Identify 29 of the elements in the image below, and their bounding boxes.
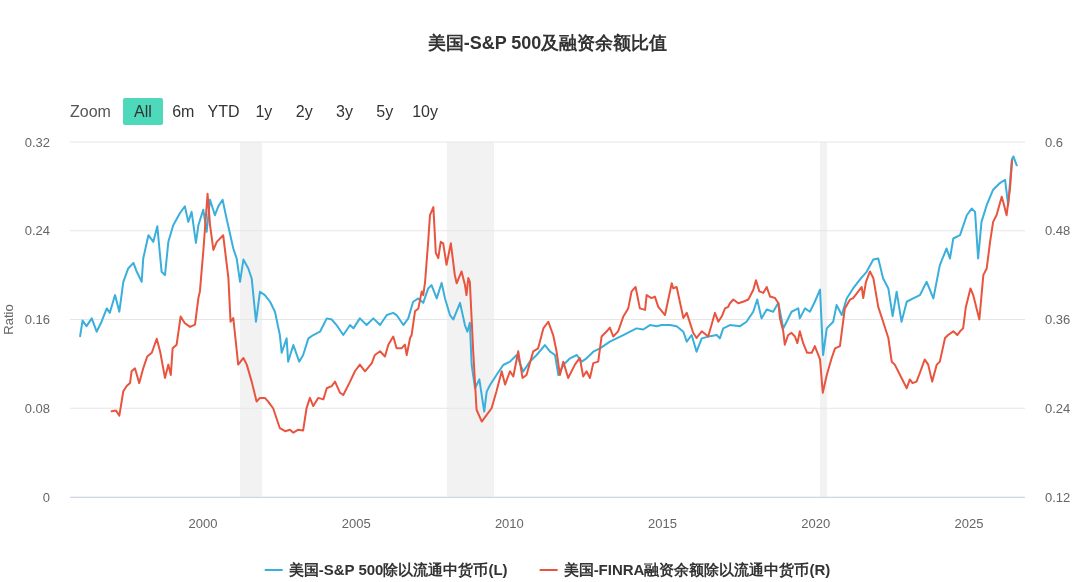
range-button-selected: All (123, 98, 163, 125)
y2-tick-label: 0.24 (1045, 400, 1071, 416)
chart-title: 美国-S&P 500及融资余额比值 (426, 33, 668, 53)
x-tick-label: 2015 (648, 516, 678, 531)
x-tick-label: 2010 (494, 516, 524, 531)
y2-tick-label: 0.36 (1045, 312, 1071, 327)
x-tick-label: 2025 (954, 516, 984, 531)
range-option-label: 5y (376, 103, 394, 120)
legend-label: 美国-FINRA融资余额除以流通中货币(R) (562, 561, 831, 578)
x-tick-label: 2020 (801, 516, 831, 531)
range-option-label: 1y (255, 103, 273, 120)
y2-tick-label: 0.48 (1045, 223, 1071, 239)
x-tick-label: 2000 (188, 516, 218, 531)
y-tick-label: 0.24 (24, 223, 50, 239)
range-selector-label: Zoom (70, 103, 111, 120)
y-tick-label: 0 (42, 489, 50, 505)
y-tick-label: 0.08 (24, 400, 50, 416)
y2-tick-label: 0.6 (1045, 134, 1064, 150)
legend-label: 美国-S&P 500除以流通中货币(L) (287, 561, 508, 578)
y-tick-label: 0.16 (24, 312, 50, 327)
y2-tick-label: 0.12 (1045, 489, 1071, 505)
range-option-label: 10y (412, 103, 438, 120)
range-option-label: 2y (295, 103, 313, 120)
x-tick-label: 2005 (341, 516, 371, 531)
range-option-label: YTD (207, 103, 240, 120)
y-axis-title: Ratio (1, 304, 16, 335)
range-option-label: 3y (336, 103, 353, 120)
range-option-label: 6m (172, 103, 195, 120)
y-tick-label: 0.32 (24, 134, 50, 150)
